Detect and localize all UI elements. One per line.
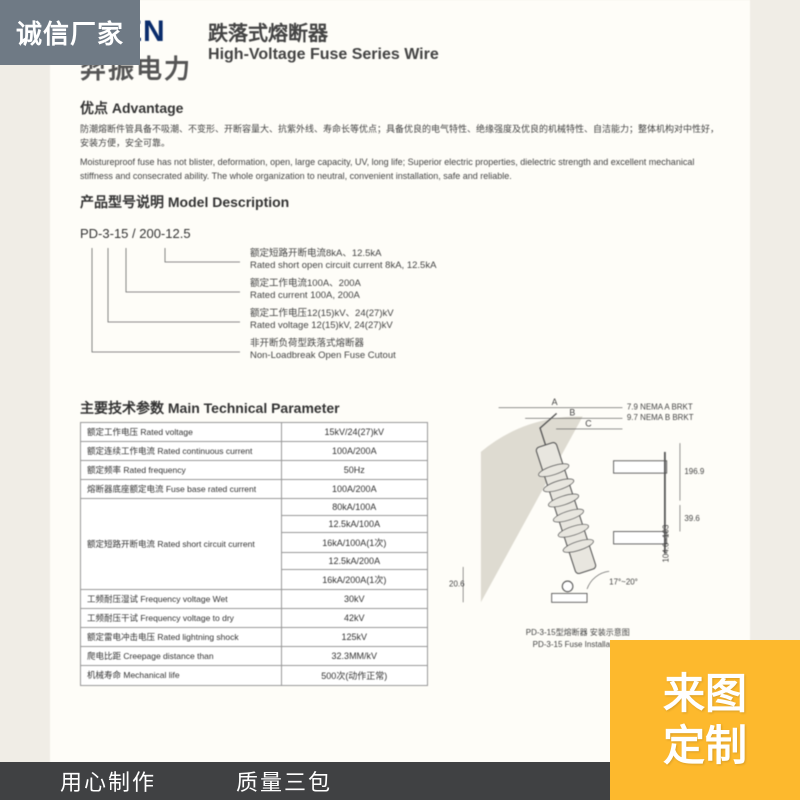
footer-text-right: 质量三包 — [236, 765, 332, 797]
table-row: 额定频率 Rated frequency50Hz — [81, 460, 428, 479]
param-value: 50Hz — [282, 460, 428, 479]
param-value: 32.3MM/kV — [282, 646, 428, 665]
param-value: 12.5kA/200A — [282, 552, 428, 569]
table-row: 熔断器底座额定电流 Fuse base rated current100A/20… — [81, 479, 428, 498]
svg-text:7.9 NEMA A BRKT: 7.9 NEMA A BRKT — [626, 402, 692, 411]
header: ZHEN 羿振电力 跌落式熔断器 High-Voltage Fuse Serie… — [80, 15, 720, 86]
param-label: 机械寿命 Mechanical life — [81, 665, 282, 685]
advantage-para-en: Moistureproof fuse has not blister, defo… — [80, 155, 720, 184]
title-en: High-Voltage Fuse Series Wire — [208, 46, 439, 64]
model-code: PD-3-15 / 200-12.5 — [80, 226, 191, 241]
footer-bar: 用心制作 质量三包 — [0, 762, 610, 800]
param-label: 爬电比距 Creepage distance than — [81, 646, 282, 665]
param-label: 额定短路开断电流 Rated short circuit current — [81, 498, 282, 589]
param-label: 额定频率 Rated frequency — [81, 460, 282, 479]
param-value: 80kA/100A — [282, 498, 428, 515]
table-row: 工频耐压干试 Frequency voltage to dry42kV — [81, 608, 428, 627]
title-block: 跌落式熔断器 High-Voltage Fuse Series Wire — [208, 17, 439, 64]
diagram-caption-cn: PD-3-15型熔断器 安装示意图 — [436, 627, 720, 638]
model-spec-item: 额定工作电压12(15)kV、24(27)kVRated voltage 12(… — [250, 308, 394, 334]
param-value: 125kV — [282, 627, 428, 646]
table-row: 额定雷电冲击电压 Rated lightning shock125kV — [81, 627, 428, 646]
param-label: 额定雷电冲击电压 Rated lightning shock — [81, 627, 282, 646]
model-spec-item: 额定短路开断电流8kA、12.5kARated short open circu… — [250, 248, 436, 274]
param-value: 100A/200A — [282, 441, 428, 460]
param-label: 额定连续工作电流 Rated continuous current — [81, 441, 282, 460]
svg-text:196.9: 196.9 — [684, 467, 704, 476]
param-value: 12.5kA/100A — [282, 515, 428, 532]
param-value: 100A/200A — [282, 479, 428, 498]
table-row: 额定工作电压 Rated voltage15kV/24(27)kV — [81, 422, 428, 441]
model-description: PD-3-15 / 200-12.5 额定短路开断电流8kA、12.5kARat… — [80, 222, 720, 382]
table-row: 爬电比距 Creepage distance than32.3MM/kV — [81, 646, 428, 665]
svg-text:39.6: 39.6 — [684, 513, 700, 522]
param-value: 16kA/100A(1次) — [282, 532, 428, 552]
svg-text:20.6: 20.6 — [449, 579, 465, 588]
param-value: 30kV — [282, 589, 428, 608]
svg-text:17°~20°: 17°~20° — [609, 577, 638, 586]
table-row: 工频耐压湿试 Frequency voltage Wet30kV — [81, 589, 428, 608]
advantage-heading: 优点 Advantage — [80, 98, 720, 118]
param-label: 额定工作电压 Rated voltage — [81, 422, 282, 441]
param-value: 16kA/200A(1次) — [282, 569, 428, 589]
svg-text:C: C — [585, 418, 592, 428]
advantage-para-cn: 防潮熔断件管具备不吸潮、不变形、开断容量大、抗紫外线、寿命长等优点；具备优良的电… — [80, 122, 720, 151]
table-row: 机械寿命 Mechanical life500次(动作正常) — [81, 665, 428, 685]
badge-br-line1: 来图 — [663, 668, 747, 721]
badge-br-line2: 定制 — [663, 720, 747, 773]
parameter-table: 额定工作电压 Rated voltage15kV/24(27)kV额定连续工作电… — [80, 422, 428, 686]
badge-bottom-right: 来图 定制 — [610, 640, 800, 800]
footer-text-left: 用心制作 — [60, 765, 156, 797]
installation-diagram: A BC 7.9 NEMA A BRKT 9.7 NEMA B BRKT 196.9 39… — [436, 390, 720, 620]
svg-text:A: A — [551, 397, 557, 407]
param-value: 42kV — [282, 608, 428, 627]
parameter-table-wrap: 主要技术参数 Main Technical Parameter 额定工作电压 R… — [80, 390, 428, 686]
param-label: 工频耐压湿试 Frequency voltage Wet — [81, 589, 282, 608]
param-label: 熔断器底座额定电流 Fuse base rated current — [81, 479, 282, 498]
badge-top-left: 诚信厂家 — [0, 0, 140, 65]
svg-text:9.7 NEMA B BRKT: 9.7 NEMA B BRKT — [626, 413, 693, 422]
svg-text:B: B — [569, 407, 575, 417]
model-spec-item: 非开断负荷型跌落式熔断器Non-Loadbreak Open Fuse Cuto… — [250, 338, 396, 364]
table-row: 额定短路开断电流 Rated short circuit current80kA… — [81, 498, 428, 515]
title-cn: 跌落式熔断器 — [208, 17, 439, 46]
params-heading: 主要技术参数 Main Technical Parameter — [80, 398, 428, 418]
table-row: 额定连续工作电流 Rated continuous current100A/20… — [81, 441, 428, 460]
param-value: 15kV/24(27)kV — [282, 422, 428, 441]
svg-text:104.6~103: 104.6~103 — [661, 524, 670, 562]
param-value: 500次(动作正常) — [282, 665, 428, 685]
param-label: 工频耐压干试 Frequency voltage to dry — [81, 608, 282, 627]
model-spec-item: 额定工作电流100A、200ARated current 100A, 200A — [250, 278, 361, 304]
model-heading: 产品型号说明 Model Description — [80, 192, 720, 212]
